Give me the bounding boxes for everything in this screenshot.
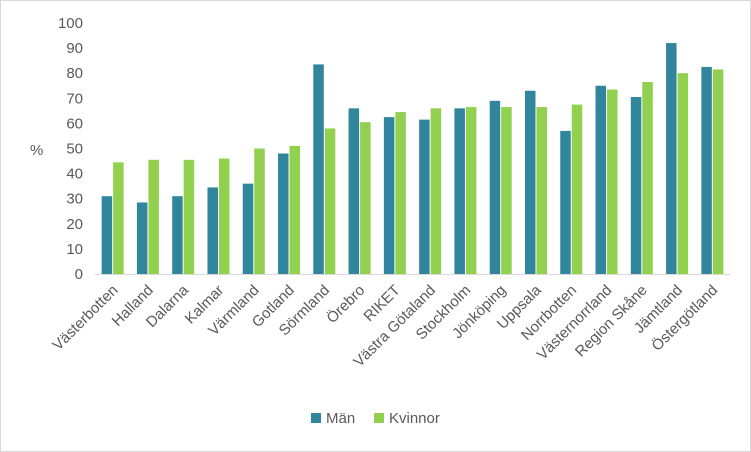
bar-kvinnor [395,112,406,274]
y-axis-ticks: 0 10 20 30 40 50 60 70 80 90 100 [58,15,83,283]
legend-label: Kvinnor [389,410,440,427]
bar-kvinnor [360,122,371,275]
y-tick-label: 50 [66,141,83,158]
bar-kvinnor [712,69,724,274]
y-tick-label: 70 [66,90,83,107]
bar-man [701,66,712,275]
bar-kvinnor [677,73,689,274]
bar-man [207,187,218,274]
bar-kvinnor [324,128,336,274]
bar-man [278,153,289,274]
bar-kvinnor [430,108,442,274]
bar-man [348,108,360,274]
bars-group [101,43,724,275]
bar-man [313,64,324,274]
y-tick-label: 20 [66,216,83,233]
bar-kvinnor [289,145,301,274]
legend-label: Män [326,410,355,427]
bar-man [666,43,677,274]
bar-kvinnor [607,89,618,275]
y-tick-label: 0 [75,266,83,283]
y-tick-label: 60 [66,115,83,132]
bar-man [419,119,430,274]
bar-man [560,130,571,274]
y-tick-label: 80 [66,65,83,82]
y-tick-label: 30 [66,191,83,208]
bar-man [101,196,113,274]
bar-man [524,90,536,275]
bar-man [630,97,642,274]
bar-man [136,202,148,274]
bar-kvinnor [642,81,653,274]
bar-kvinnor [536,107,547,274]
bar-kvinnor [501,107,512,274]
y-tick-label: 100 [58,15,83,32]
bar-man [454,108,465,274]
bar-man [489,100,501,274]
y-tick-label: 10 [66,241,83,258]
bar-man [172,196,183,274]
y-tick-label: 40 [66,166,83,183]
y-tick-label: 90 [66,40,83,57]
bar-man [383,117,395,275]
bar-man [242,183,254,274]
bar-kvinnor [183,159,195,274]
bar-kvinnor [571,104,583,274]
bar-kvinnor [254,148,265,274]
bar-kvinnor [218,158,230,274]
legend-swatch [374,413,384,423]
bar-man [595,85,607,274]
bar-kvinnor [148,159,159,274]
bar-kvinnor [465,107,477,274]
y-axis-label: % [30,142,43,159]
legend: Män Kvinnor [311,410,440,427]
bar-kvinnor [113,162,124,274]
legend-swatch [311,413,321,423]
